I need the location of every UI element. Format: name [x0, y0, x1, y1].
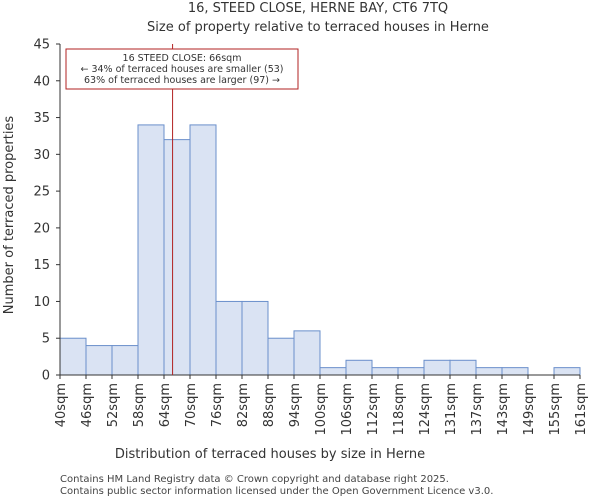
- y-axis: 0 5 10 15 20 25 30 35 40 45: [33, 38, 61, 384]
- y-tick-label: 40: [33, 74, 50, 89]
- chart-subtitle: Size of property relative to terraced ho…: [147, 20, 489, 35]
- bar-155sqm: [553, 367, 581, 376]
- bar-112sqm: [371, 367, 399, 376]
- bar-82sqm: [241, 300, 269, 376]
- x-tick-label: 143sqm: [496, 383, 511, 436]
- bar-64sqm: [163, 139, 191, 376]
- x-tick-label: 137sqm: [470, 383, 485, 436]
- footer-line-2: Contains public sector information licen…: [60, 486, 493, 497]
- bar-124sqm: [423, 359, 451, 376]
- x-tick-label: 131sqm: [444, 383, 459, 436]
- y-axis-label: Number of terraced properties: [2, 116, 17, 315]
- x-tick-label: 161sqm: [574, 383, 589, 436]
- bar-118sqm: [397, 367, 425, 376]
- y-tick-label: 45: [33, 38, 50, 53]
- bar-100sqm: [319, 367, 347, 376]
- x-tick-label: 40sqm: [54, 383, 69, 427]
- bar-58sqm: [137, 124, 165, 376]
- bar-106sqm: [345, 359, 373, 376]
- bar-88sqm: [267, 337, 295, 376]
- x-tick-label: 76sqm: [210, 383, 225, 427]
- bar-137sqm: [475, 367, 503, 376]
- x-tick-label: 118sqm: [392, 383, 407, 436]
- annotation-line-1: 16 STEED CLOSE: 66sqm: [123, 53, 242, 64]
- footer-line-1: Contains HM Land Registry data © Crown c…: [60, 474, 449, 485]
- annotation-line-3: 63% of terraced houses are larger (97) →: [84, 75, 280, 86]
- x-tick-label: 88sqm: [262, 383, 277, 427]
- x-tick-label: 94sqm: [288, 383, 303, 427]
- y-tick-label: 25: [33, 185, 50, 200]
- x-tick-label: 100sqm: [314, 383, 329, 436]
- x-tick-label: 46sqm: [80, 383, 95, 427]
- x-tick-label: 52sqm: [106, 383, 121, 427]
- annotation-box: 16 STEED CLOSE: 66sqm ← 34% of terraced …: [65, 48, 299, 90]
- bar-70sqm: [189, 124, 217, 376]
- x-tick-label: 106sqm: [340, 383, 355, 436]
- annotation-border: [65, 48, 299, 90]
- x-tick-label: 82sqm: [236, 383, 251, 427]
- y-tick-label: 5: [42, 332, 50, 347]
- y-tick-label: 20: [33, 221, 50, 236]
- x-axis-label: Distribution of terraced houses by size …: [115, 447, 425, 462]
- annotation-line-2: ← 34% of terraced houses are smaller (53…: [80, 64, 283, 75]
- x-tick-label: 70sqm: [184, 383, 199, 427]
- x-tick-label: 58sqm: [132, 383, 147, 427]
- bar-131sqm: [449, 359, 477, 376]
- x-tick-label: 155sqm: [548, 383, 563, 436]
- y-tick-label: 15: [33, 258, 50, 273]
- bar-94sqm: [293, 330, 321, 376]
- x-tick-label: 64sqm: [158, 383, 173, 427]
- bar-46sqm: [85, 345, 113, 376]
- bar-143sqm: [501, 367, 529, 376]
- bar-76sqm: [215, 300, 243, 376]
- bars-group: [59, 124, 581, 376]
- y-tick-label: 30: [33, 148, 50, 163]
- bar-52sqm: [111, 345, 139, 376]
- chart-title: 16, STEED CLOSE, HERNE BAY, CT6 7TQ: [188, 1, 448, 16]
- x-tick-label: 124sqm: [418, 383, 433, 436]
- y-tick-label: 0: [42, 369, 50, 384]
- x-tick-label: 112sqm: [366, 383, 381, 436]
- y-tick-label: 10: [33, 295, 50, 310]
- bar-40sqm: [59, 337, 87, 376]
- x-axis: 40sqm 46sqm 52sqm 58sqm 64sqm 70sqm 76sqm 82sqm…: [54, 374, 589, 436]
- y-tick-label: 35: [33, 111, 50, 126]
- x-tick-label: 149sqm: [522, 383, 537, 436]
